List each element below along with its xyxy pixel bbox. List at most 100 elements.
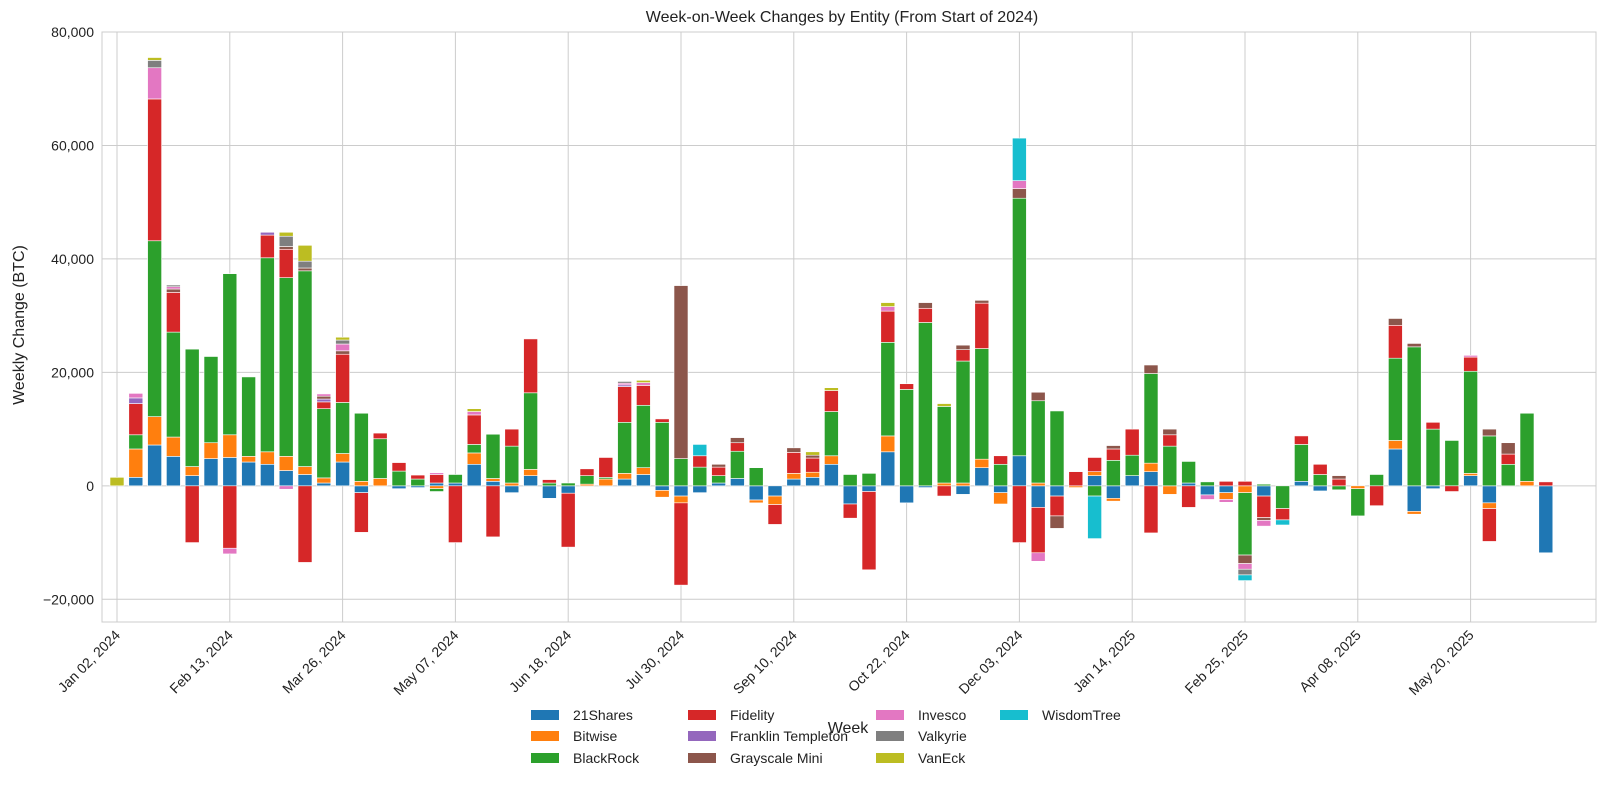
legend-swatch [531,710,559,720]
bar-segment-grayscale-mini [335,350,350,355]
x-tick-label: Jan 14, 2025 [1070,627,1139,696]
bar-segment-fidelity [1124,428,1140,456]
bar-segment-bitwise [1106,498,1121,502]
x-tick-labels: Jan 02, 2024 Feb 13, 2024 Mar 26, 2024 May … [55,627,1477,698]
bar-segment-blackrock [918,322,933,487]
bar-segment-21shares [748,485,764,501]
bar-segment-bitwise [523,469,538,476]
bar-segment-blackrock [1124,454,1140,476]
bar-segment-valkyrie [617,381,632,384]
x-tick-label: Mar 26, 2024 [279,627,349,697]
bar-segment-21shares [1200,485,1215,496]
bar-segment-bitwise [466,452,482,465]
bar-segment-fidelity [316,401,332,409]
bar-segment-21shares [166,456,181,487]
bar-segment-blackrock [147,240,162,417]
chart-title: Week-on-Week Changes by Entity (From Sta… [646,9,1038,26]
bar-segment-bitwise [354,481,369,487]
bar-segment-21shares [1425,485,1441,489]
bar-segment-blackrock [974,348,990,460]
bar-segment-valkyrie [147,60,162,69]
bar-segment-wisdomtree [692,444,708,457]
bar-segment-blackrock [1294,444,1309,482]
bar-segment-grayscale-mini [1331,475,1347,480]
bar-segment-21shares [1181,482,1196,487]
bar-segment-blackrock [748,467,764,487]
bar-segment-blackrock [504,445,520,484]
bar-segment-bitwise [1030,482,1046,487]
bar-segment-invesco [278,485,294,490]
bar-segment-fidelity [861,491,877,571]
bar-segment-21shares [542,485,557,499]
bar-segment-grayscale-mini [1388,318,1403,326]
bar-segment-blackrock [1106,460,1121,487]
bar-segment-grayscale-mini [974,300,990,304]
bar-segment-blackrock [1482,435,1497,487]
bar-segment-bitwise [335,453,350,463]
bar-segment-fidelity [1538,481,1554,487]
bar-segment-valkyrie [335,339,350,345]
legend-label: Franklin Templeton [730,728,848,744]
bar-segment-21shares [222,457,238,487]
bar-segment-blackrock [579,475,595,485]
bar-segment-bitwise [504,482,520,487]
legend-swatch [876,753,904,763]
bar-segment-fidelity [222,485,238,549]
bar-segment-21shares [1106,485,1121,499]
bar-segment-blackrock [1030,400,1046,484]
legend-label: VanEck [918,750,966,766]
bar-segment-blackrock [1181,461,1196,484]
bar-segment-blackrock [654,422,670,487]
bar-segment-blackrock [842,474,858,487]
bar-segment-21shares [1087,475,1102,487]
bar-segment-bitwise [1388,440,1403,450]
y-tick-label: 40,000 [51,251,94,267]
bar-segment-bitwise [278,456,294,471]
legend-label: Valkyrie [918,728,967,744]
bar-segment-bitwise [1406,511,1422,515]
bar-segment-21shares [1256,485,1272,497]
bar-segment-bitwise [598,478,614,487]
legend-swatch [688,710,716,720]
bar-segment-bitwise [429,485,444,489]
bar-segment-blackrock [1162,445,1178,487]
bar-segment-fidelity [579,468,595,476]
bar-segment-invesco [222,547,238,555]
bar-segment-bitwise [936,482,952,487]
bar-segment-21shares [899,485,914,504]
x-tick-label: Apr 08, 2025 [1296,627,1364,695]
bar-segment-bitwise [805,471,820,478]
legend-label: Invesco [918,707,966,723]
bar-segment-vaneck [109,477,125,487]
legend-label: BlackRock [573,750,640,766]
bar-segment-fidelity [1369,485,1384,507]
bar-segment-bitwise [1087,471,1102,476]
bar-segment-invesco [880,306,896,312]
bar-segment-grayscale-mini [1237,554,1253,564]
bar-segment-blackrock [730,450,745,479]
bar-segment-grayscale-mini [711,463,726,468]
bar-segment-invesco [1237,563,1253,570]
x-tick-label: Jan 02, 2024 [55,627,124,696]
bar-segment-grayscale-mini [1256,517,1272,521]
grid-lines [102,31,1596,622]
bar-segment-vaneck [147,57,162,61]
bar-segment-fidelity [1106,448,1121,461]
bar-segment-fidelity [1143,485,1159,534]
bar-segment-21shares [1538,485,1554,554]
bar-segment-invesco [1030,552,1046,562]
bar-segment-fidelity [128,403,144,436]
bar-segment-fidelity [1294,435,1309,445]
bar-segment-bitwise [1350,485,1366,489]
bar-segment-fidelity [993,455,1008,465]
bar-segment-blackrock [1087,485,1102,497]
bar-segment-bitwise [1519,481,1535,487]
bar-segment-21shares [1406,485,1422,512]
bar-segment-grayscale-mini [316,395,332,400]
bar-segment-fidelity [880,310,896,343]
legend-swatch [876,731,904,741]
bar-segment-grayscale-mini [955,344,971,350]
bar-segment-blackrock [1444,440,1460,487]
bar-segment-21shares [880,451,896,487]
bar-segment-vaneck [636,380,651,383]
